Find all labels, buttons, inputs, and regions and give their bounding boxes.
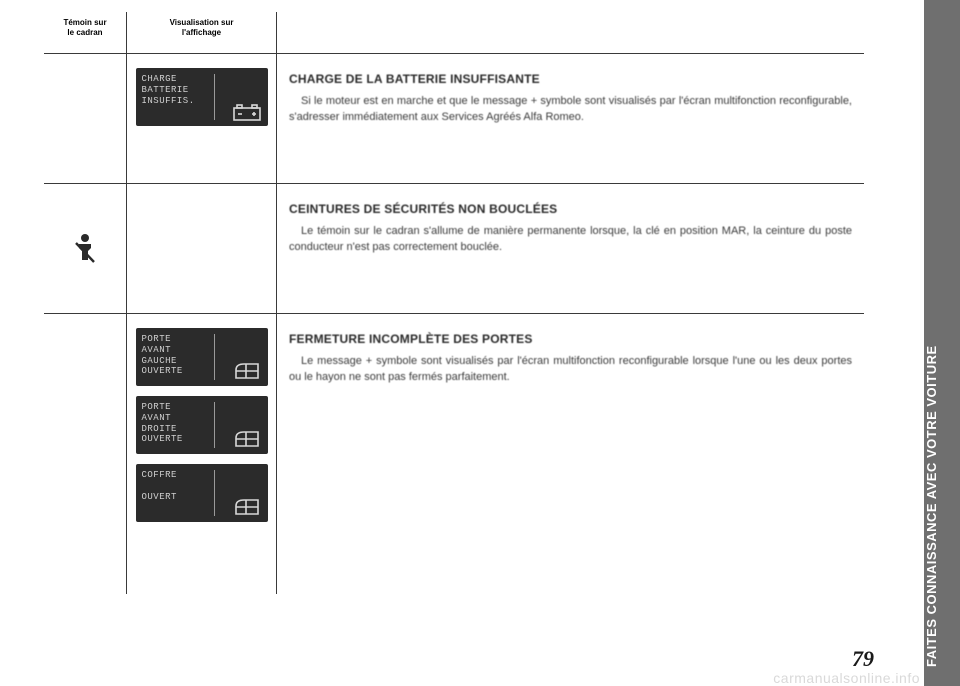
header-col-a: Témoin surle cadran	[44, 12, 126, 53]
table-row: CHARGE BATTERIE INSUFFIS.	[44, 54, 864, 184]
door-icon	[215, 464, 268, 522]
section-title: FERMETURE INCOMPLÈTE DES PORTES	[289, 332, 852, 346]
cell-description: FERMETURE INCOMPLÈTE DES PORTES Le messa…	[276, 314, 864, 594]
lcd-text: CHARGE BATTERIE INSUFFIS.	[136, 68, 214, 126]
side-tab: FAITES CONNAISSANCE AVEC VOTRE VOITURE	[924, 0, 960, 686]
lcd-text: PORTE AVANT DROITE OUVERTE	[136, 396, 214, 454]
lcd-panel: PORTE AVANT DROITE OUVERTE	[136, 396, 268, 454]
seatbelt-icon	[72, 232, 98, 266]
page-number: 79	[852, 646, 874, 672]
cell-pictogram	[44, 314, 126, 594]
door-icon	[215, 396, 268, 454]
section-body: Le message + symbole sont visualisés par…	[289, 354, 852, 386]
cell-description: CHARGE DE LA BATTERIE INSUFFISANTE Si le…	[276, 54, 864, 183]
cell-lcds: CHARGE BATTERIE INSUFFIS.	[126, 54, 276, 183]
table-header: Témoin surle cadran Visualisation surl'a…	[44, 12, 864, 54]
lcd-text: COFFRE OUVERT	[136, 464, 214, 522]
lcd-panel: COFFRE OUVERT	[136, 464, 268, 522]
section-body: Le témoin sur le cadran s'allume de mani…	[289, 224, 852, 256]
battery-icon	[215, 68, 268, 126]
cell-pictogram	[44, 184, 126, 313]
table-row: CEINTURES DE SÉCURITÉS NON BOUCLÉES Le t…	[44, 184, 864, 314]
header-col-c	[276, 12, 864, 53]
page: Témoin surle cadran Visualisation surl'a…	[44, 0, 916, 686]
cell-lcds	[126, 184, 276, 313]
section-body: Si le moteur est en marche et que le mes…	[289, 94, 852, 126]
door-icon	[215, 328, 268, 386]
lcd-text: PORTE AVANT GAUCHE OUVERTE	[136, 328, 214, 386]
cell-lcds: PORTE AVANT GAUCHE OUVERTE PORTE AVANT D…	[126, 314, 276, 594]
section-title: CHARGE DE LA BATTERIE INSUFFISANTE	[289, 72, 852, 86]
lcd-panel: CHARGE BATTERIE INSUFFIS.	[136, 68, 268, 126]
header-col-b: Visualisation surl'affichage	[126, 12, 276, 53]
side-tab-label: FAITES CONNAISSANCE AVEC VOTRE VOITURE	[924, 633, 939, 669]
table-row: PORTE AVANT GAUCHE OUVERTE PORTE AVANT D…	[44, 314, 864, 594]
section-title: CEINTURES DE SÉCURITÉS NON BOUCLÉES	[289, 202, 852, 216]
cell-pictogram	[44, 54, 126, 183]
content-table: Témoin surle cadran Visualisation surl'a…	[44, 12, 864, 594]
watermark: carmanualsonline.info	[773, 670, 920, 686]
cell-description: CEINTURES DE SÉCURITÉS NON BOUCLÉES Le t…	[276, 184, 864, 313]
lcd-panel: PORTE AVANT GAUCHE OUVERTE	[136, 328, 268, 386]
